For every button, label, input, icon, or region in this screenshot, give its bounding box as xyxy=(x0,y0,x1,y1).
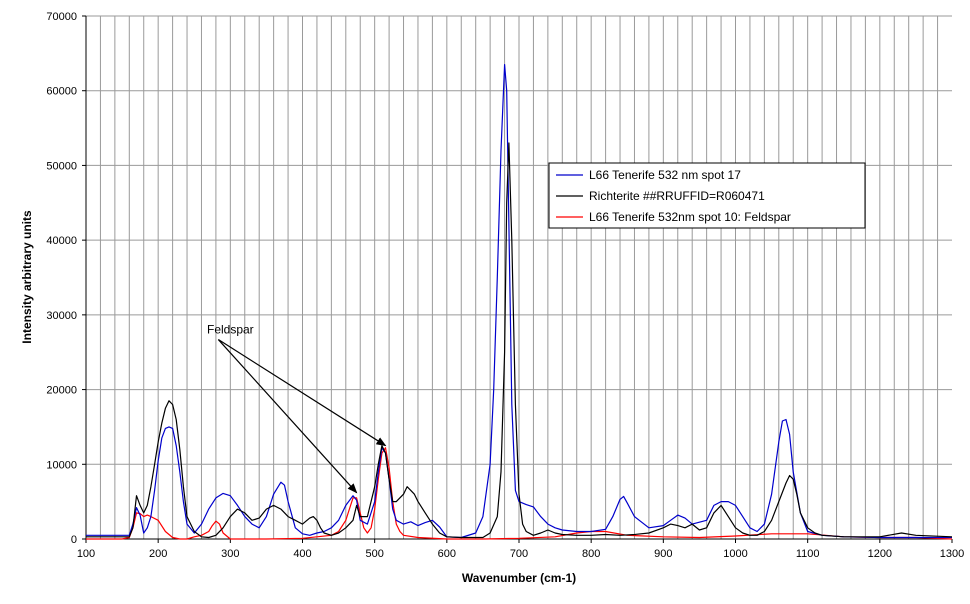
x-tick-label: 1200 xyxy=(868,548,892,560)
x-tick-label: 900 xyxy=(654,548,672,560)
y-tick-label: 20000 xyxy=(46,385,77,397)
annotation-label: Feldspar xyxy=(207,323,254,337)
annotation-arrow xyxy=(218,339,387,447)
y-tick-label: 60000 xyxy=(46,86,77,98)
series-line-1 xyxy=(86,63,952,539)
x-tick-label: 600 xyxy=(438,548,456,560)
grid xyxy=(86,15,952,539)
series-lines xyxy=(86,63,953,540)
x-tick-label: 700 xyxy=(510,548,528,560)
y-tick-label: 70000 xyxy=(46,11,77,23)
x-tick-label: 1100 xyxy=(796,548,820,560)
y-tick-label: 10000 xyxy=(46,459,77,471)
annotation-arrow xyxy=(217,339,358,494)
x-tick-label: 300 xyxy=(221,548,239,560)
series-line-3 xyxy=(86,447,953,540)
legend-box xyxy=(548,162,866,229)
y-tick-label: 40000 xyxy=(46,235,77,247)
legend-label-2: Richterite ##RRUFFID=R060471 xyxy=(589,189,765,203)
y-tick-label: 30000 xyxy=(46,310,77,322)
y-axis-title: Intensity arbitrary units xyxy=(20,210,34,344)
x-tick-label: 1300 xyxy=(940,548,964,560)
x-tick-label: 800 xyxy=(582,548,600,560)
x-tick-label: 100 xyxy=(77,548,95,560)
legend: L66 Tenerife 532 nm spot 17 Richterite ##… xyxy=(548,162,866,229)
annotations: Feldspar xyxy=(207,323,387,494)
y-tick-labels: 0 10000 20000 30000 40000 50000 60000 70000 xyxy=(46,11,77,546)
legend-label-3: L66 Tenerife 532nm spot 10: Feldspar xyxy=(589,210,791,224)
legend-label-1: L66 Tenerife 532 nm spot 17 xyxy=(589,168,741,182)
y-tick-label: 0 xyxy=(71,534,77,546)
y-tick-label: 50000 xyxy=(46,160,77,172)
x-tick-label: 400 xyxy=(293,548,311,560)
x-tick-label: 1000 xyxy=(723,548,747,560)
x-tick-label: 200 xyxy=(149,548,167,560)
x-axis-title: Wavenumber (cm-1) xyxy=(462,571,576,585)
x-tick-label: 500 xyxy=(365,548,383,560)
x-tick-labels: 100 200 300 400 500 600 700 800 900 1000 1100 1200 1… xyxy=(77,548,964,560)
series-line-2 xyxy=(86,142,953,539)
